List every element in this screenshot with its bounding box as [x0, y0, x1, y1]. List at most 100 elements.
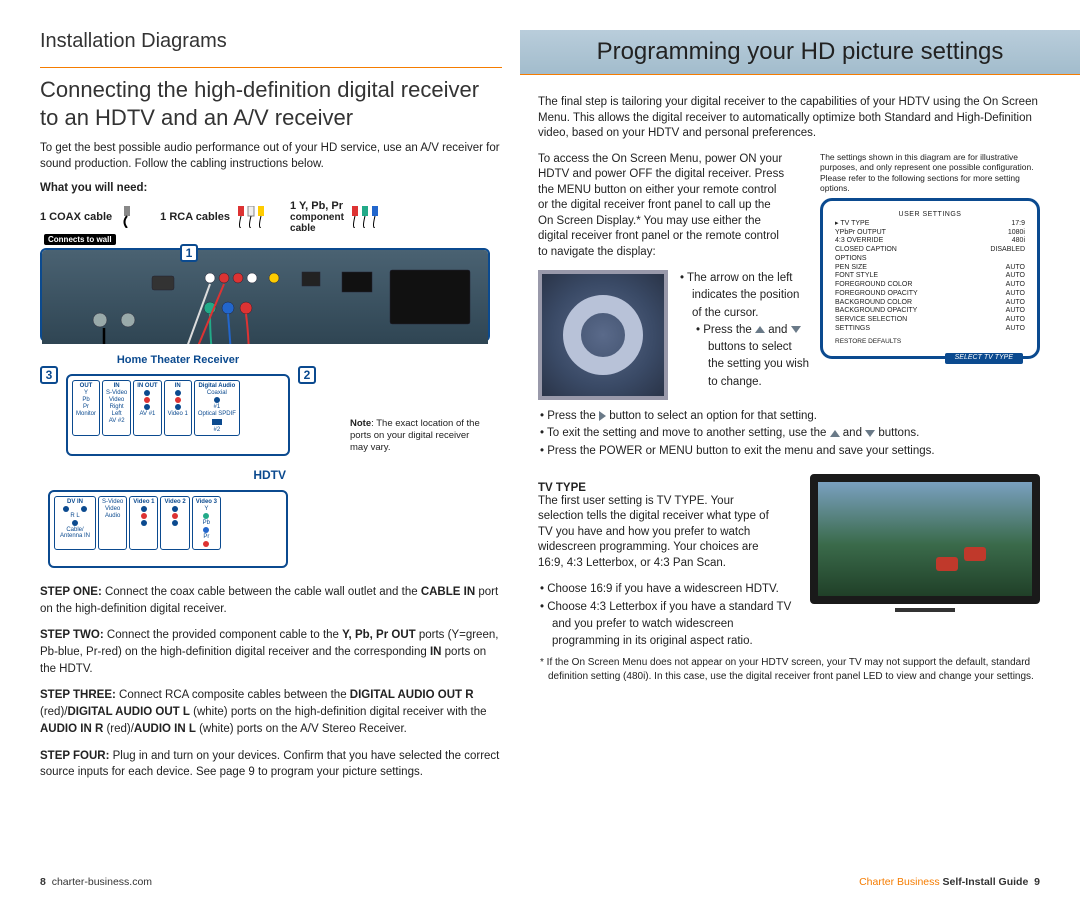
need-component-bot: cable: [290, 223, 344, 234]
footnote: * If the On Screen Menu does not appear …: [538, 656, 1040, 683]
t: CABLE IN: [421, 586, 475, 598]
tv-setting-row: PEN SIZEAUTO: [831, 264, 1029, 273]
t: (red)/: [40, 706, 67, 718]
nav-bullets: The arrow on the left indicates the posi…: [678, 270, 810, 322]
t: (white) ports on the high-definition dig…: [190, 706, 487, 718]
tv-settings-panel: The settings shown in this diagram are f…: [820, 152, 1040, 359]
need-rca: 1 RCA cables: [160, 211, 230, 223]
need-row: 1 COAX cable 1 RCA cables 1 Y, Pb, Pr co…: [40, 200, 502, 234]
tv-settings-caption: The settings shown in this diagram are f…: [820, 152, 1040, 195]
badge-1: 1: [180, 244, 198, 262]
tv-setting-row: ▸ TV TYPE17:9: [831, 220, 1029, 229]
step2-bold: STEP TWO:: [40, 629, 104, 641]
t: button to select an option for that sett…: [606, 410, 817, 422]
tv-setting-row: BACKGROUND COLORAUTO: [831, 299, 1029, 308]
right-intro: The final step is tailoring your digital…: [538, 95, 1040, 142]
t: Press the: [703, 324, 755, 336]
tv-setting-row: 4:3 OVERRIDE480i: [831, 237, 1029, 246]
section-title: Installation Diagrams: [40, 30, 502, 53]
tv-setting-row: FOREGROUND OPACITYAUTO: [831, 290, 1029, 299]
component-icon: [350, 206, 380, 228]
arrow-right-icon: [599, 411, 606, 421]
step4-bold: STEP FOUR:: [40, 750, 109, 762]
restore-defaults: RESTORE DEFAULTS: [831, 338, 1029, 346]
footer-left: 8 charter-business.com: [40, 876, 152, 888]
note-box: Note: The exact location of the ports on…: [350, 418, 480, 454]
bullet-right: Press the button to select an option for…: [552, 408, 1040, 425]
bullet-arrow: The arrow on the left indicates the posi…: [692, 270, 810, 322]
digital-receiver-box: 1: [42, 250, 488, 344]
t: AUDIO IN R: [40, 723, 103, 735]
footer-guide: Self-Install Guide: [943, 876, 1029, 888]
badge-3: 3: [40, 366, 58, 384]
t: Connect the coax cable between the cable…: [102, 586, 421, 598]
arrow-down-icon: [865, 430, 875, 437]
footer-url: charter-business.com: [52, 876, 152, 888]
footer-right: Charter Business Self-Install Guide 9: [859, 876, 1040, 888]
t: Press the: [547, 410, 599, 422]
steps: STEP ONE: Connect the coax cable between…: [40, 584, 502, 781]
remote-image: [538, 270, 668, 400]
arrow-down-icon: [791, 326, 801, 333]
t: AUDIO IN L: [134, 723, 196, 735]
diagram-wrap: Connects to wall 1: [40, 248, 502, 568]
connects-to-wall: Connects to wall: [44, 234, 116, 245]
access-text: To access the On Screen Menu, power ON y…: [538, 152, 788, 261]
hdtv-box: DV INR LCable/ Antenna IN S-VideoVideoAu…: [48, 490, 288, 568]
t: DIGITAL AUDIO OUT R: [350, 689, 474, 701]
t: and: [840, 427, 866, 439]
right-page: Programming your HD picture settings The…: [520, 0, 1080, 904]
step1-bold: STEP ONE:: [40, 586, 102, 598]
tv-setting-row: SETTINGSAUTO: [831, 325, 1029, 334]
tv-setting-row: CLOSED CAPTIONDISABLED: [831, 246, 1029, 255]
home-theater-box: OUTYPbPrMonitor INS-VideoVideoRightLeftA…: [66, 374, 290, 456]
arrow-up-icon: [830, 430, 840, 437]
page-num-right: 9: [1034, 876, 1040, 888]
tv-setting-row: OPTIONS: [831, 255, 1029, 264]
t: Connect RCA composite cables between the: [116, 689, 350, 701]
bullet-exit: To exit the setting and move to another …: [552, 425, 1040, 442]
tv-setting-row: YPbPr OUTPUT1080i: [831, 229, 1029, 238]
step3-bold: STEP THREE:: [40, 689, 116, 701]
bullet-power: Press the POWER or MENU button to exit t…: [552, 443, 1040, 460]
home-theater-label: Home Theater Receiver: [58, 352, 298, 366]
hdtv-label: HDTV: [40, 468, 296, 482]
t: and: [765, 324, 791, 336]
t: buttons.: [875, 427, 919, 439]
programming-heading: Programming your HD picture settings: [536, 38, 1064, 66]
t: DIGITAL AUDIO OUT L: [67, 706, 189, 718]
footer-brand: Charter Business: [859, 876, 942, 888]
receiver-ports-icon: [42, 250, 492, 344]
tv-settings-frame: USER SETTINGS ▸ TV TYPE17:9YPbPr OUTPUT1…: [820, 198, 1040, 359]
intro-left: To get the best possible audio performan…: [40, 141, 502, 172]
arrow-up-icon: [755, 326, 765, 333]
tv-setting-row: SERVICE SELECTIONAUTO: [831, 316, 1029, 325]
programming-heading-box: Programming your HD picture settings: [520, 30, 1080, 75]
need-component-mid: component: [290, 212, 344, 223]
tv-settings-header: USER SETTINGS: [831, 211, 1029, 220]
t: (red)/: [103, 723, 134, 735]
t: To exit the setting and move to another …: [547, 427, 830, 439]
t: Y, Pb, Pr OUT: [342, 629, 416, 641]
what-you-will-need: What you will need:: [40, 182, 502, 194]
select-tv-type-tag: SELECT TV TYPE: [945, 353, 1023, 364]
left-page: Installation Diagrams Connecting the hig…: [0, 0, 520, 904]
need-component-top: 1 Y, Pb, Pr: [290, 200, 344, 212]
t: buttons to select the setting you wish t…: [708, 341, 809, 388]
tv-setting-row: FOREGROUND COLORAUTO: [831, 281, 1029, 290]
page-num-left: 8: [40, 876, 46, 888]
hdtv-photo: [810, 474, 1040, 624]
tv-setting-row: FONT STYLEAUTO: [831, 272, 1029, 281]
tv-setting-row: BACKGROUND OPACITYAUTO: [831, 307, 1029, 316]
bullet-updown: Press the and buttons to select the sett…: [708, 322, 810, 391]
orange-rule: [40, 67, 502, 68]
need-coax: 1 COAX cable: [40, 211, 112, 223]
left-subtitle: Connecting the high-definition digital r…: [40, 76, 502, 131]
t: IN: [430, 646, 442, 658]
coax-icon: [118, 206, 136, 228]
rca-icon: [236, 206, 266, 228]
note-bold: Note: [350, 418, 371, 429]
t: (white) ports on the A/V Stereo Receiver…: [196, 723, 407, 735]
t: Plug in and turn on your devices. Confir…: [40, 750, 499, 779]
t: Connect the provided component cable to …: [104, 629, 342, 641]
